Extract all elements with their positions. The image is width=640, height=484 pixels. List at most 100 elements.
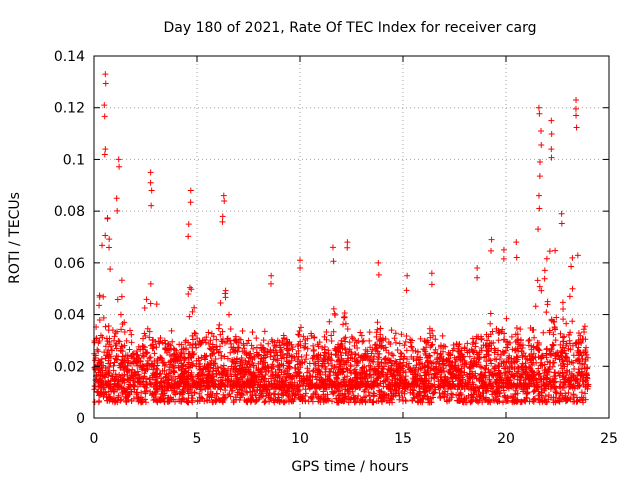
data-point <box>388 327 395 334</box>
data-point <box>95 369 102 376</box>
data-point <box>265 364 272 371</box>
data-point <box>205 340 212 347</box>
data-point <box>463 394 470 401</box>
data-point <box>281 399 288 406</box>
data-point <box>265 340 272 347</box>
data-point <box>336 391 343 398</box>
data-point <box>535 104 542 111</box>
data-point <box>256 351 263 358</box>
data-point <box>128 360 135 367</box>
data-point <box>423 368 430 375</box>
data-point <box>101 113 108 120</box>
data-point <box>284 346 291 353</box>
data-point <box>482 365 489 372</box>
data-point <box>445 383 452 390</box>
data-point <box>155 338 162 345</box>
data-point <box>557 370 564 377</box>
data-point <box>288 353 295 360</box>
data-point <box>105 323 112 330</box>
data-point <box>140 335 147 342</box>
data-point <box>352 394 359 401</box>
data-point <box>525 363 532 370</box>
data-point <box>377 380 384 387</box>
data-point <box>116 371 123 378</box>
data-point <box>325 360 332 367</box>
data-point <box>560 380 567 387</box>
data-point <box>419 364 426 371</box>
data-point <box>170 383 177 390</box>
data-point <box>221 353 228 360</box>
data-point <box>496 390 503 397</box>
data-point <box>572 105 579 112</box>
data-point <box>268 365 275 372</box>
data-point <box>222 294 229 301</box>
data-point <box>326 318 333 325</box>
y-tick-label: 0 <box>76 411 85 427</box>
data-point <box>210 333 217 340</box>
data-point <box>328 332 335 339</box>
data-point <box>557 341 564 348</box>
data-point <box>365 353 372 360</box>
x-tick-label: 15 <box>394 431 412 447</box>
data-point <box>496 355 503 362</box>
data-point <box>378 359 385 366</box>
data-point <box>394 346 401 353</box>
data-point <box>159 339 166 346</box>
data-point <box>437 394 444 401</box>
data-point <box>207 360 214 367</box>
data-point <box>296 328 303 335</box>
data-point <box>312 373 319 380</box>
data-point <box>410 371 417 378</box>
data-point <box>386 380 393 387</box>
data-point <box>543 354 550 361</box>
data-point <box>540 329 547 336</box>
data-point <box>308 332 315 339</box>
data-point <box>310 348 317 355</box>
data-point <box>172 391 179 398</box>
data-point <box>444 379 451 386</box>
data-point <box>178 360 185 367</box>
data-point <box>124 372 131 379</box>
x-tick-label: 20 <box>497 431 515 447</box>
data-point <box>570 382 577 389</box>
data-point <box>362 399 369 406</box>
data-point <box>381 363 388 370</box>
data-point <box>301 344 308 351</box>
data-point <box>576 369 583 376</box>
data-point <box>370 390 377 397</box>
data-point <box>531 375 538 382</box>
data-point <box>531 334 538 341</box>
data-point <box>178 367 185 374</box>
data-point <box>489 372 496 379</box>
data-point <box>437 350 444 357</box>
data-point <box>257 378 264 385</box>
data-point <box>575 344 582 351</box>
data-point <box>379 398 386 405</box>
data-point <box>578 365 585 372</box>
data-point <box>576 382 583 389</box>
data-point <box>308 380 315 387</box>
data-point <box>424 383 431 390</box>
data-point <box>251 379 258 386</box>
data-point <box>499 326 506 333</box>
data-point <box>217 363 224 370</box>
data-point <box>332 351 339 358</box>
data-point <box>557 330 564 337</box>
data-point <box>488 236 495 243</box>
data-point <box>366 392 373 399</box>
data-point <box>116 338 123 345</box>
data-point <box>170 365 177 372</box>
data-point <box>384 359 391 366</box>
data-point <box>415 391 422 398</box>
data-point <box>224 335 231 342</box>
data-point <box>341 383 348 390</box>
data-point <box>483 388 490 395</box>
data-point <box>280 362 287 369</box>
data-point <box>296 372 303 379</box>
data-point <box>297 265 304 272</box>
data-point <box>202 356 209 363</box>
data-point <box>101 102 108 109</box>
data-point <box>470 349 477 356</box>
data-point <box>295 331 302 338</box>
data-point <box>310 360 317 367</box>
